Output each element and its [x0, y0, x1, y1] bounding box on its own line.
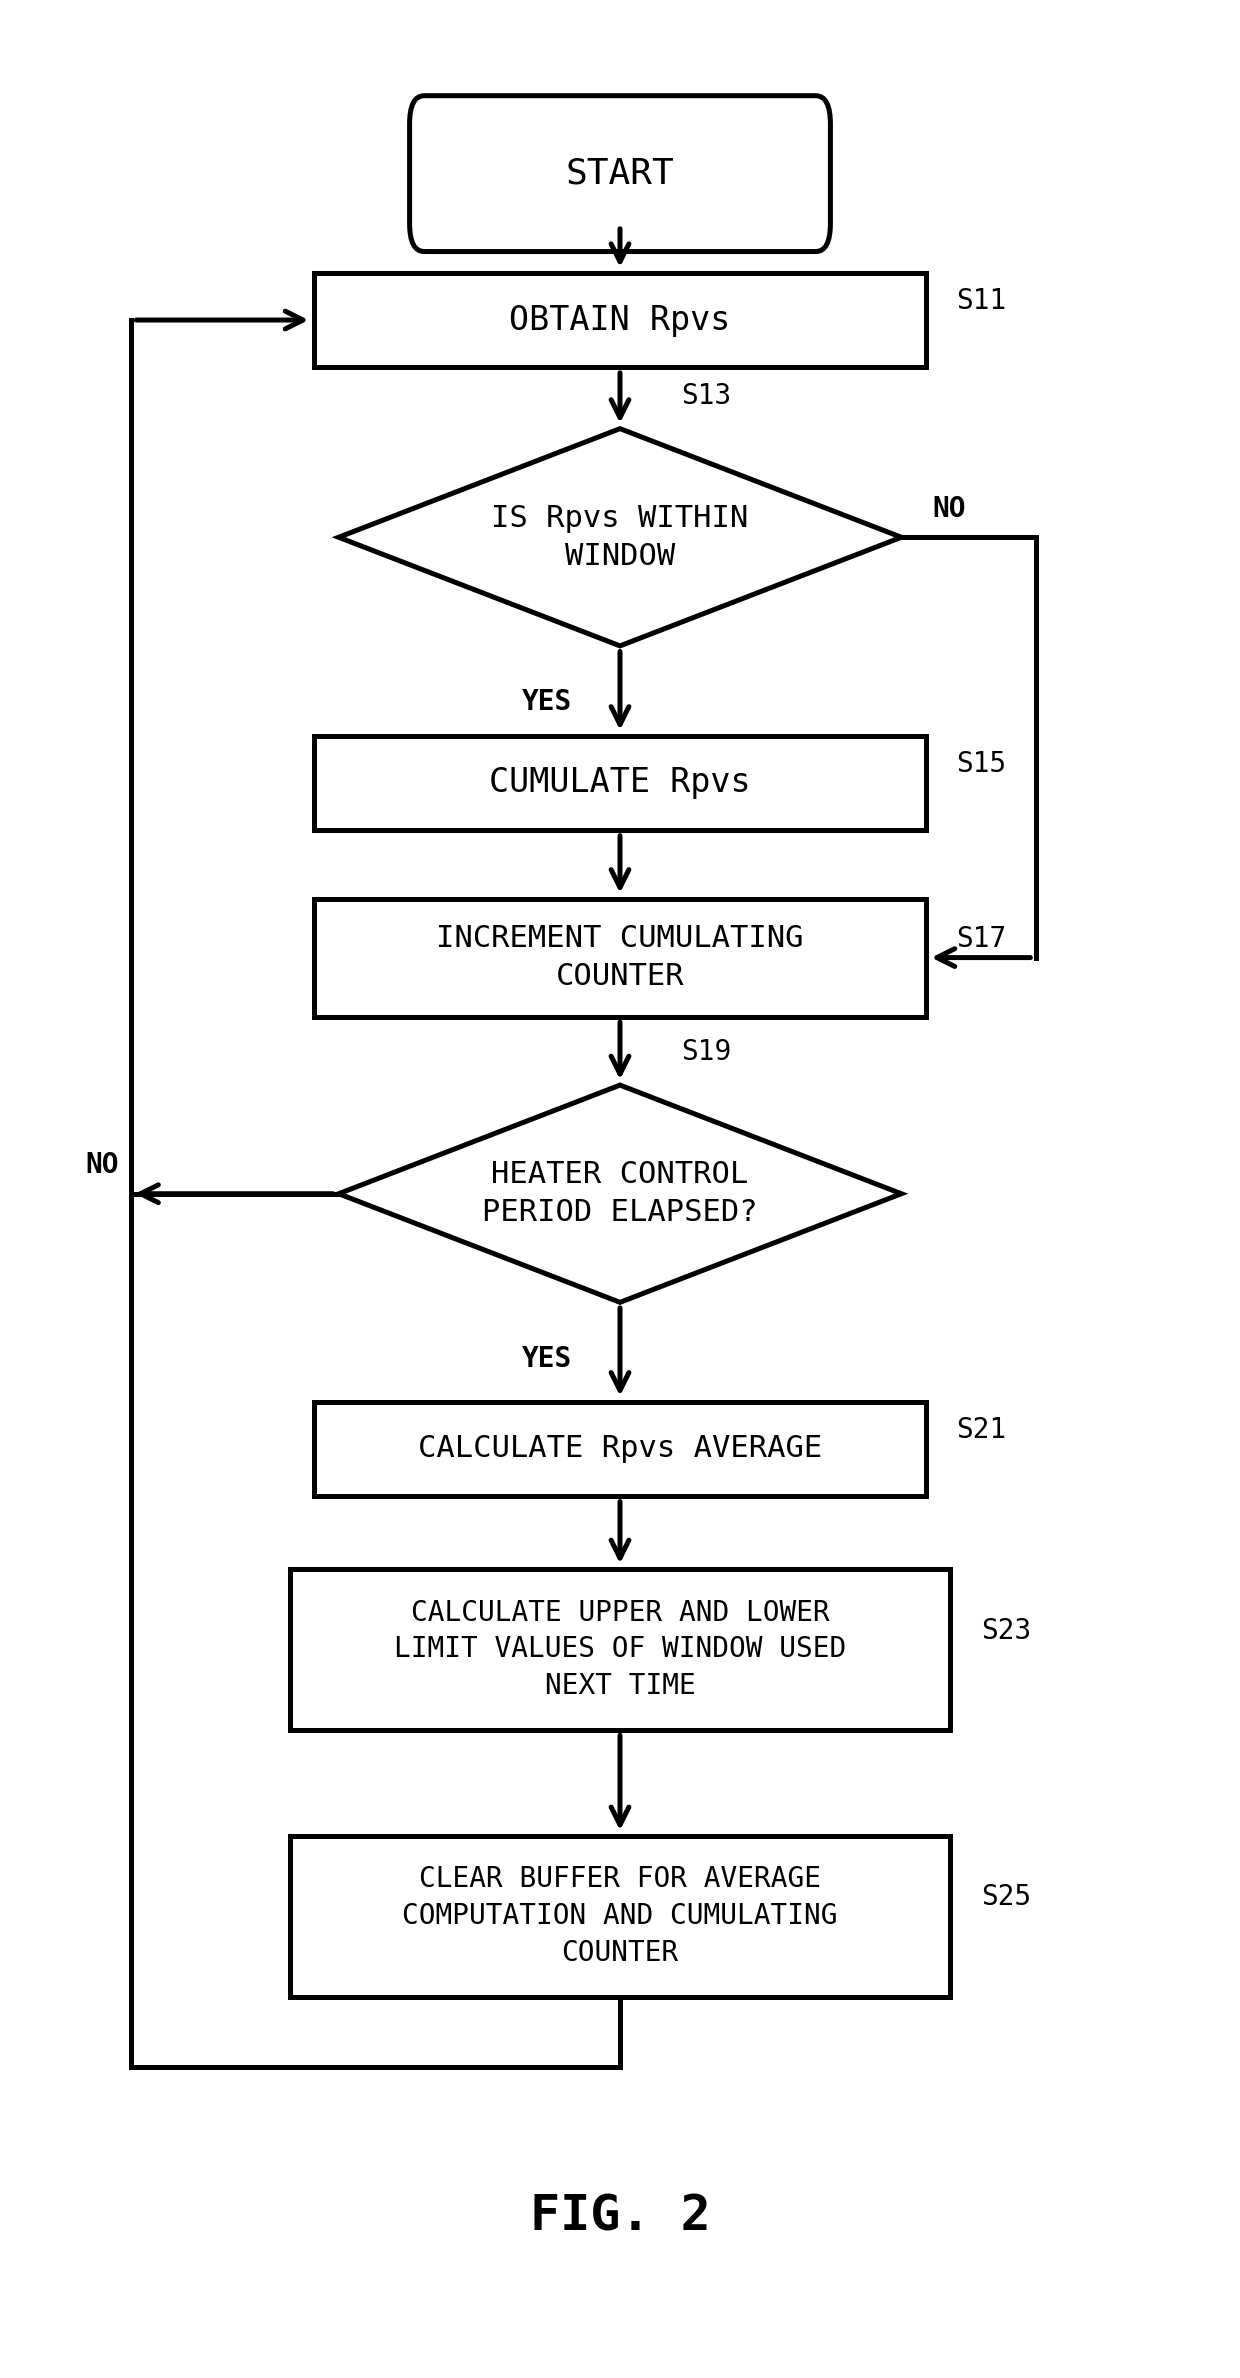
Bar: [314, 273, 926, 366]
Text: FIG. 2: FIG. 2: [529, 2193, 711, 2240]
Text: S15: S15: [956, 749, 1007, 778]
Text: YES: YES: [522, 1346, 572, 1372]
FancyBboxPatch shape: [409, 95, 831, 252]
Text: OBTAIN Rpvs: OBTAIN Rpvs: [510, 304, 730, 338]
Bar: [290, 1836, 950, 1998]
Text: S25: S25: [981, 1883, 1032, 1912]
Text: S23: S23: [981, 1617, 1032, 1646]
Polygon shape: [339, 1084, 901, 1303]
Bar: [290, 1569, 950, 1729]
Text: YES: YES: [522, 687, 572, 716]
Polygon shape: [339, 428, 901, 647]
Text: NO: NO: [932, 495, 966, 523]
Text: HEATER CONTROL
PERIOD ELAPSED?: HEATER CONTROL PERIOD ELAPSED?: [482, 1160, 758, 1227]
Text: NO: NO: [84, 1151, 119, 1179]
Text: S13: S13: [681, 383, 732, 409]
Text: S17: S17: [956, 925, 1007, 954]
Text: S19: S19: [681, 1039, 732, 1065]
Text: CALCULATE Rpvs AVERAGE: CALCULATE Rpvs AVERAGE: [418, 1434, 822, 1462]
Text: CLEAR BUFFER FOR AVERAGE
COMPUTATION AND CUMULATING
COUNTER: CLEAR BUFFER FOR AVERAGE COMPUTATION AND…: [402, 1864, 838, 1967]
Text: S11: S11: [956, 288, 1007, 316]
Text: CUMULATE Rpvs: CUMULATE Rpvs: [490, 766, 750, 799]
Text: START: START: [565, 157, 675, 190]
Text: S21: S21: [956, 1415, 1007, 1443]
Text: IS Rpvs WITHIN
WINDOW: IS Rpvs WITHIN WINDOW: [491, 504, 749, 571]
Bar: [314, 1401, 926, 1496]
Text: CALCULATE UPPER AND LOWER
LIMIT VALUES OF WINDOW USED
NEXT TIME: CALCULATE UPPER AND LOWER LIMIT VALUES O…: [394, 1598, 846, 1700]
Bar: [314, 899, 926, 1018]
Bar: [314, 735, 926, 830]
Text: INCREMENT CUMULATING
COUNTER: INCREMENT CUMULATING COUNTER: [436, 925, 804, 992]
